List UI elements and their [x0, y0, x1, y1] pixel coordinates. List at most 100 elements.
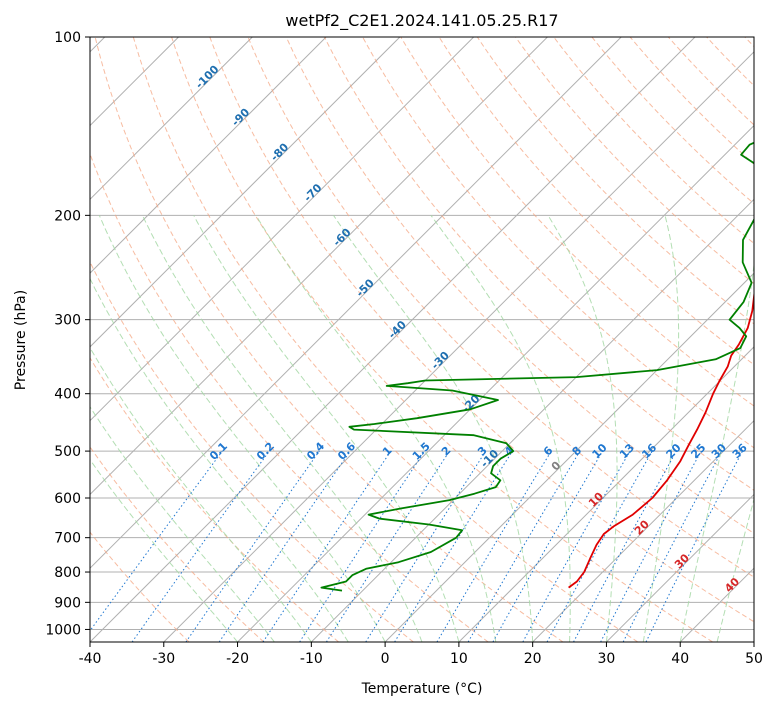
- dry-adiabat: [90, 446, 265, 642]
- dry-adiabats: [90, 37, 754, 642]
- mixing-ratio-line: [546, 450, 653, 642]
- mixing-ratio-lines: [90, 450, 743, 642]
- y-tick-label: 700: [54, 531, 81, 547]
- moist-adiabat: [547, 215, 618, 642]
- mixing-ratio-label: 1: [380, 444, 395, 459]
- y-tick-label: 900: [54, 595, 81, 611]
- y-tick-label: 600: [54, 491, 81, 507]
- x-tick-label: -20: [226, 651, 249, 667]
- dry-adiabat: [438, 37, 754, 366]
- mixing-ratio-label: 36: [730, 441, 750, 461]
- isotherm-label: -100: [193, 63, 222, 92]
- x-tick-label: 30: [598, 651, 616, 667]
- mixing-ratio-line: [131, 450, 270, 642]
- isotherm-line: [90, 37, 327, 274]
- dewpoint-profile-line: [320, 141, 754, 592]
- mixing-ratio-label: 0.6: [335, 439, 358, 462]
- y-axis: 100 200 300 400 500 600 700 800 900 1000: [45, 30, 90, 638]
- isotherm-line: [606, 493, 754, 642]
- x-axis: -40 -30 -20 -10 0 10 20 30 40 50: [79, 642, 763, 667]
- isotherm-line: [237, 124, 754, 642]
- mixing-ratio-label: 13: [617, 441, 637, 461]
- plot-area: -100-90-80-70-60-50-40-30-20-10 010203040…: [90, 37, 754, 642]
- y-tick-label: 400: [54, 387, 81, 403]
- mixing-ratio-line: [645, 450, 743, 642]
- dry-adiabat: [90, 531, 190, 642]
- isotherm-line: [163, 51, 754, 642]
- isotherm-line: [90, 37, 622, 569]
- dry-adiabat: [90, 152, 489, 642]
- x-tick-label: 20: [524, 651, 542, 667]
- x-tick-label: -30: [152, 651, 175, 667]
- isotherm-label: 30: [672, 551, 692, 571]
- mixing-ratio-line: [218, 450, 351, 642]
- isotherm-line: [532, 419, 754, 642]
- isotherm-line: [90, 37, 401, 348]
- mixing-ratio-line: [622, 450, 723, 642]
- isotherm-label: -30: [429, 349, 452, 372]
- mixing-ratio-line: [522, 450, 631, 642]
- mixing-ratio-line: [185, 450, 320, 642]
- dry-adiabat: [476, 37, 754, 325]
- mixing-ratio-line: [325, 450, 450, 642]
- isotherm-label: -80: [268, 140, 291, 163]
- y-tick-label: 200: [54, 208, 81, 224]
- isotherm-label: 40: [722, 575, 742, 595]
- isotherm-line: [90, 37, 548, 496]
- moist-adiabats: [90, 215, 754, 642]
- x-tick-label: -40: [79, 651, 102, 667]
- y-tick-label: 300: [54, 313, 81, 329]
- mixing-ratio-line: [573, 450, 677, 642]
- y-tick-label: 100: [54, 30, 81, 46]
- x-tick-label: 10: [450, 651, 468, 667]
- isotherm-label: -50: [354, 276, 377, 299]
- dry-adiabat: [132, 37, 639, 642]
- dry-adiabat: [400, 37, 754, 407]
- y-tick-label: 1000: [45, 622, 81, 638]
- mixing-ratio-line: [262, 450, 392, 642]
- moist-adiabat: [430, 215, 571, 642]
- dry-adiabat: [90, 356, 339, 642]
- dry-adiabat: [744, 37, 754, 48]
- mixing-ratio-line: [90, 450, 223, 632]
- isotherm-label: -40: [386, 318, 409, 341]
- moist-adiabat: [90, 405, 275, 642]
- y-tick-label: 500: [54, 444, 81, 460]
- mixing-ratio-line: [394, 450, 513, 642]
- isotherm-line: [679, 567, 754, 642]
- mixing-ratio-label: 25: [688, 441, 708, 461]
- x-tick-label: 50: [745, 651, 763, 667]
- moist-adiabat: [716, 497, 754, 642]
- pressure-grid: [90, 37, 754, 630]
- dry-adiabat: [323, 37, 754, 491]
- dry-adiabat: [553, 37, 754, 245]
- mixing-ratio-label: 8: [570, 444, 585, 459]
- mixing-ratio-label: 0.4: [304, 439, 327, 462]
- moist-adiabat: [255, 215, 497, 642]
- x-tick-label: 0: [381, 651, 390, 667]
- moist-adiabat: [193, 215, 460, 642]
- y-axis-title: Pressure (hPa): [13, 290, 29, 390]
- mixing-ratio-line: [299, 450, 426, 642]
- isotherm-line: [753, 641, 754, 642]
- mixing-ratio-label: 10: [590, 441, 610, 461]
- moist-adiabat: [90, 458, 238, 642]
- moist-adiabat: [90, 346, 312, 642]
- isotherm-label: -60: [330, 226, 353, 249]
- dry-adiabat: [90, 260, 414, 642]
- mixing-ratio-label: 0.1: [207, 440, 230, 463]
- mixing-ratio-label: 1.5: [410, 440, 433, 463]
- plot-frame: [89, 36, 755, 643]
- isotherm-line: [90, 37, 475, 422]
- y-tick-label: 800: [54, 565, 81, 581]
- dry-adiabat: [94, 37, 564, 642]
- moist-adiabat: [90, 277, 349, 642]
- isotherm-line: [458, 346, 754, 642]
- mixing-ratio-label: 30: [709, 441, 729, 461]
- dry-adiabat: [667, 37, 754, 126]
- isotherm-line: [310, 198, 754, 642]
- moist-adiabat: [642, 215, 680, 642]
- temperature-profile-line: [568, 290, 754, 589]
- isotherm-grid: [90, 37, 754, 642]
- x-tick-label: 40: [671, 651, 689, 667]
